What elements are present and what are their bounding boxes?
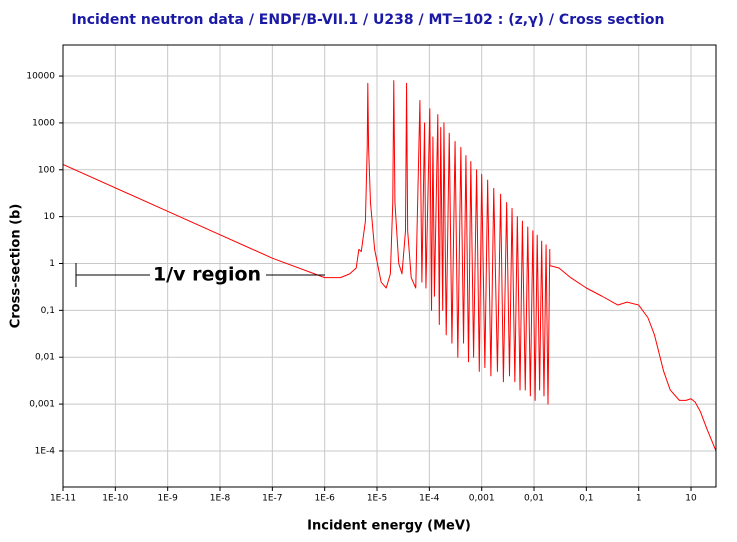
x-tick-label: 1E-4	[419, 494, 440, 504]
x-tick-label: 1E-6	[314, 494, 335, 504]
y-tick-label: 0,1	[41, 306, 55, 316]
x-tick-label: 1	[636, 494, 642, 504]
x-tick-label: 0,001	[469, 494, 495, 504]
plot	[63, 80, 716, 452]
x-tick-label: 0,1	[579, 494, 593, 504]
y-tick-label: 100	[38, 165, 55, 175]
y-tick-label: 1	[49, 259, 55, 269]
y-tick-label: 10000	[26, 72, 55, 82]
y-tick-label: 0,01	[35, 353, 55, 363]
y-axis-label: Cross-section (b)	[9, 204, 24, 329]
y-tick-label: 10	[44, 212, 56, 222]
y-tick-label: 0,001	[29, 400, 55, 410]
data-line	[63, 80, 716, 452]
x-tick-label: 1E-5	[367, 494, 387, 504]
x-tick-label: 10	[685, 494, 697, 504]
x-tick-label: 1E-8	[210, 494, 231, 504]
y-tick-label: 1000	[32, 118, 55, 128]
x-axis-label: Incident energy (MeV)	[307, 519, 471, 534]
y-tick-label: 1E-4	[35, 446, 56, 456]
annotation-bracket	[75, 263, 325, 287]
x-tick-label: 1E-9	[157, 494, 178, 504]
chart-title: Incident neutron data / ENDF/B-VII.1 / U…	[72, 12, 665, 28]
plot-frame	[62, 44, 717, 488]
x-tick-label: 1E-11	[50, 494, 76, 504]
x-tick-label: 0,01	[524, 494, 544, 504]
x-tick-label: 1E-7	[262, 494, 282, 504]
annotation: 1/v region	[153, 264, 261, 286]
grid	[59, 45, 716, 491]
x-tick-label: 1E-10	[102, 494, 128, 504]
